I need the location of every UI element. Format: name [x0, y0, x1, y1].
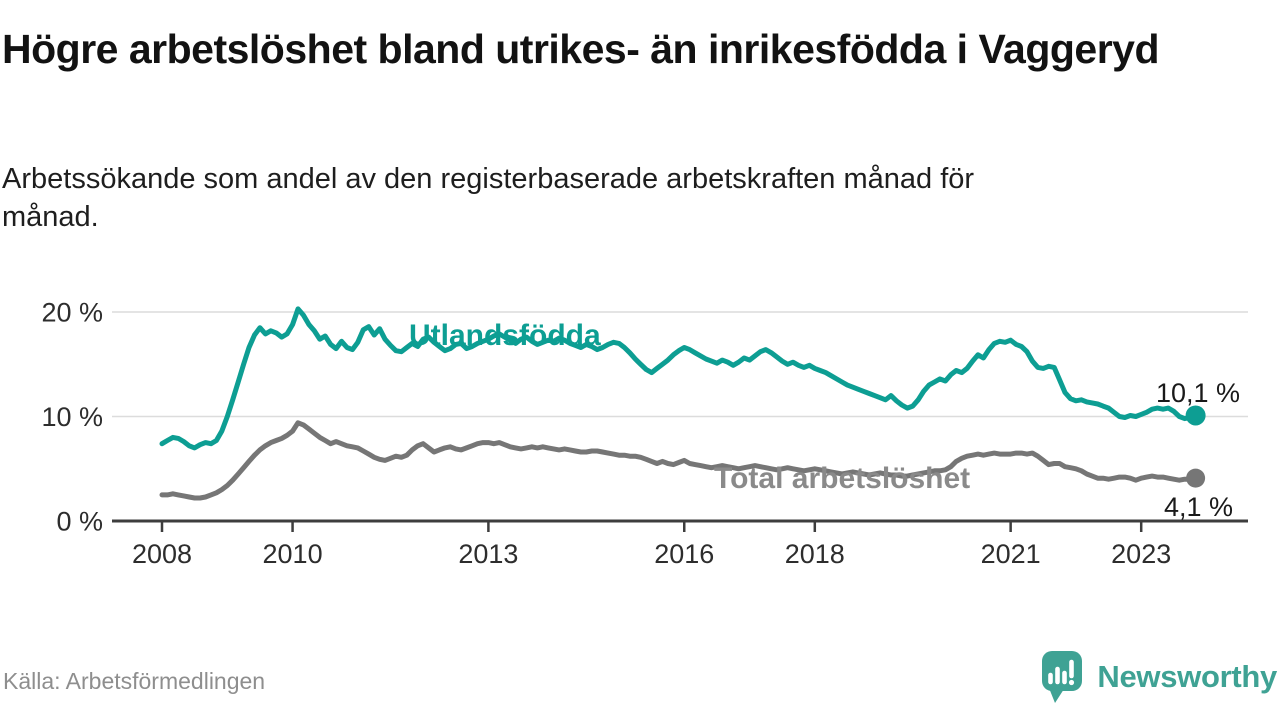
chart-labels: 0 % 10 % 20 % 2008 2010 2013 2016 2018 2021 2023 U…: [41, 298, 1240, 570]
y-tick-label: 0 %: [56, 507, 103, 537]
x-tick-label: 2018: [785, 539, 845, 569]
chart-title: Högre arbetslöshet bland utrikes- än inr…: [2, 26, 1160, 72]
series-lines: [159, 306, 1206, 501]
series-end-dot: [1185, 405, 1206, 426]
series-end-dot: [1186, 468, 1206, 488]
source-note: Källa: Arbetsförmedlingen: [3, 668, 266, 694]
x-tick-label: 2016: [654, 539, 714, 569]
x-tick-label: 2013: [458, 539, 518, 569]
newsworthy-logo-text: Newsworthy: [1097, 659, 1277, 694]
series-inline-label: Total arbetslöshet: [714, 462, 970, 495]
series-line-total: [159, 420, 1199, 501]
x-tick-label: 2023: [1111, 539, 1171, 569]
series-inline-label: Utlandsfödda: [409, 319, 601, 352]
x-tick-label: 2021: [981, 539, 1041, 569]
chart-subtitle: Arbetssökande som andel av den registerb…: [2, 163, 975, 233]
y-tick-label: 20 %: [41, 298, 103, 328]
newsworthy-logo: Newsworthy: [1040, 650, 1277, 704]
series-end-value-label: 10,1 %: [1156, 378, 1240, 408]
newsworthy-chat-bubble-chart-icon: [1042, 651, 1083, 703]
series-end-value-label: 4,1 %: [1164, 492, 1233, 522]
x-axis: [112, 519, 1248, 532]
x-tick-label: 2008: [132, 539, 192, 569]
series-line-utlandsfodda: [159, 306, 1199, 451]
y-tick-label: 10 %: [41, 402, 103, 432]
x-tick-label: 2010: [263, 539, 323, 569]
